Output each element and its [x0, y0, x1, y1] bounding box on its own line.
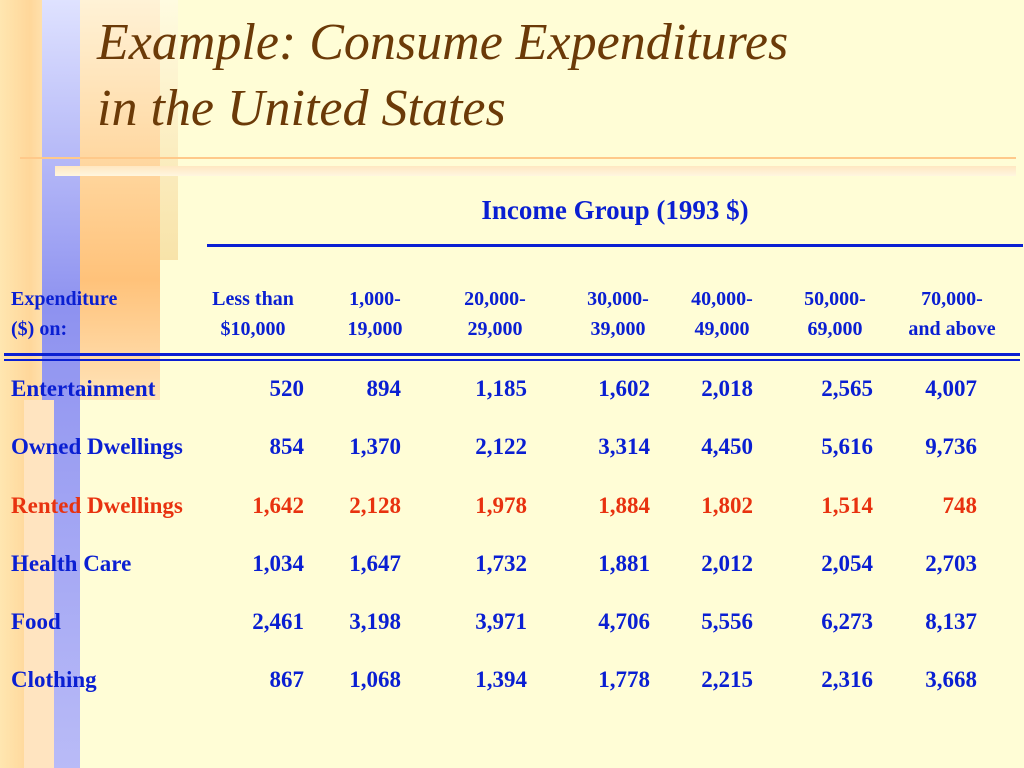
column-header-4-line2: 39,000 [590, 318, 646, 340]
row-header: Expenditure ($) on: [11, 284, 117, 344]
column-header-4-line1: 30,000- [587, 288, 649, 310]
table-cell: 5,556 [701, 609, 753, 634]
table-cell: 9,736 [925, 434, 977, 459]
table-cell: 2,054 [821, 551, 873, 576]
row-header-line1: Expenditure [11, 288, 118, 310]
table-cell: 3,198 [349, 609, 401, 634]
table-cell: 3,314 [598, 434, 650, 459]
table-cell: 8,137 [925, 609, 977, 634]
table-cell: 1,068 [349, 667, 401, 692]
column-header-3: 20,000- 29,000 [445, 284, 545, 344]
table-cell: 4,007 [925, 376, 977, 401]
table-cell: 1,881 [598, 551, 650, 576]
table-cell: 4,450 [701, 434, 753, 459]
table-cell: 894 [366, 376, 402, 401]
table-row: Owned Dwellings 854 1,370 2,122 3,314 4,450 5,… [0, 434, 1024, 474]
column-header-2-line2: 19,000 [347, 318, 403, 340]
table-cell: 1,602 [598, 376, 650, 401]
table-cell: 2,461 [252, 609, 304, 634]
table-cell: 867 [269, 667, 305, 692]
table-cell: 2,018 [701, 376, 753, 401]
table-cell: 2,012 [701, 551, 753, 576]
row-label: Owned Dwellings [11, 434, 183, 459]
table-cell: 2,128 [349, 493, 401, 518]
row-label: Rented Dwellings [11, 493, 183, 518]
table-cell: 3,971 [475, 609, 527, 634]
table-cell: 520 [269, 376, 305, 401]
table-cell: 1,732 [475, 551, 527, 576]
column-header-2-line1: 1,000- [349, 288, 401, 310]
table-cell: 1,978 [475, 493, 527, 518]
table-cell: 748 [942, 493, 978, 518]
row-label: Entertainment [11, 376, 156, 401]
column-header-2: 1,000- 19,000 [325, 284, 425, 344]
header-rule-bottom [4, 359, 1020, 361]
title-divider-shadow [55, 166, 1016, 176]
table-cell: 854 [269, 434, 305, 459]
table-cell: 3,668 [925, 667, 977, 692]
row-label: Clothing [11, 667, 97, 692]
table-cell: 2,122 [475, 434, 527, 459]
table-cell: 1,802 [701, 493, 753, 518]
row-header-line2: ($) on: [11, 318, 68, 340]
column-header-6-line2: 69,000 [807, 318, 863, 340]
table-cell: 1,185 [475, 376, 527, 401]
table-cell: 2,703 [925, 551, 977, 576]
table-cell: 1,394 [475, 667, 527, 692]
row-label: Food [11, 609, 61, 634]
table-cell: 2,215 [701, 667, 753, 692]
column-header-5-line2: 49,000 [694, 318, 750, 340]
header-rule-top [4, 353, 1020, 356]
column-header-1-line1: Less than [212, 288, 294, 310]
slide-title-line1: Example: Consume Expenditures [97, 14, 789, 71]
table-cell: 4,706 [598, 609, 650, 634]
table-cell: 6,273 [821, 609, 873, 634]
title-divider [20, 157, 1016, 159]
table-cell: 1,884 [598, 493, 650, 518]
decor-bar-pale [24, 400, 54, 768]
table-cell: 2,565 [821, 376, 873, 401]
table-cell: 1,642 [252, 493, 304, 518]
column-header-6: 50,000- 69,000 [785, 284, 885, 344]
column-header-3-line1: 20,000- [464, 288, 526, 310]
decor-bar-gold [160, 0, 178, 260]
table-row: Health Care 1,034 1,647 1,732 1,881 2,012 2,05… [0, 551, 1024, 591]
table-cell: 5,616 [821, 434, 873, 459]
table-cell: 1,034 [252, 551, 304, 576]
column-header-7-line1: 70,000- [921, 288, 983, 310]
table-cell: 1,370 [349, 434, 401, 459]
table-cell: 1,514 [821, 493, 873, 518]
table-cell: 2,316 [821, 667, 873, 692]
income-group-rule [207, 244, 1023, 247]
column-header-5: 40,000- 49,000 [672, 284, 772, 344]
column-header-7: 70,000- and above [890, 284, 1014, 344]
table-row: Clothing 867 1,068 1,394 1,778 2,215 2,316 3,66… [0, 667, 1024, 707]
column-header-6-line1: 50,000- [804, 288, 866, 310]
table-row: Rented Dwellings 1,642 2,128 1,978 1,884 1,80… [0, 493, 1024, 533]
row-label: Health Care [11, 551, 132, 576]
column-header-3-line2: 29,000 [467, 318, 523, 340]
slide-title: Example: Consume Expenditures in the Uni… [97, 10, 788, 142]
table-cell: 1,647 [349, 551, 401, 576]
column-header-1: Less than $10,000 [193, 284, 313, 344]
table-cell: 1,778 [598, 667, 650, 692]
decor-bar-orange-mid [80, 0, 160, 400]
column-header-5-line1: 40,000- [691, 288, 753, 310]
column-header-4: 30,000- 39,000 [568, 284, 668, 344]
column-header-7-line2: and above [908, 318, 996, 340]
table-row: Entertainment 520 894 1,185 1,602 2,018 2,565 4… [0, 376, 1024, 416]
income-group-heading: Income Group (1993 $) [481, 195, 749, 225]
column-header-1-line2: $10,000 [220, 318, 286, 340]
slide-title-line2: in the United States [97, 80, 506, 137]
table-row: Food 2,461 3,198 3,971 4,706 5,556 6,273 8,137 [0, 609, 1024, 649]
